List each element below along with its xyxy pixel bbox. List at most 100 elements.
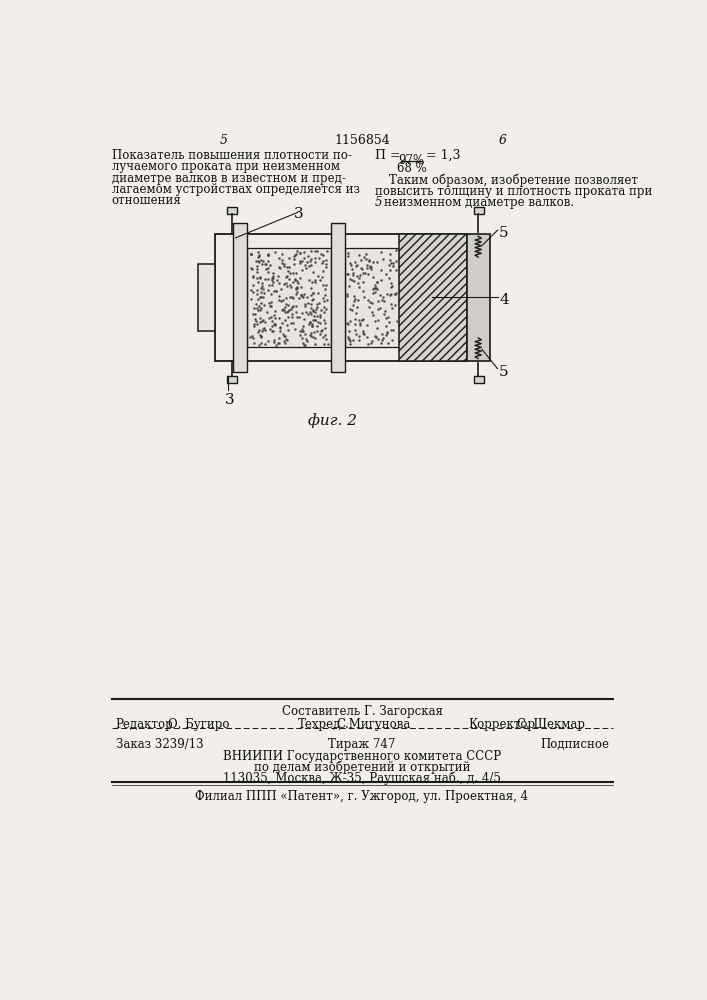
- Point: [308, 302, 319, 318]
- Point: [306, 274, 317, 290]
- Point: [358, 325, 369, 341]
- Point: [248, 306, 259, 322]
- Point: [375, 335, 387, 351]
- Point: [344, 278, 355, 294]
- Point: [265, 294, 276, 310]
- Point: [309, 250, 320, 266]
- Point: [322, 243, 333, 259]
- Point: [362, 266, 373, 282]
- Point: [259, 322, 271, 338]
- Point: [371, 274, 382, 290]
- Point: [246, 328, 257, 344]
- Point: [368, 280, 380, 296]
- Point: [280, 269, 291, 285]
- Point: [270, 337, 281, 353]
- Point: [341, 266, 353, 282]
- Point: [357, 323, 368, 339]
- Point: [253, 337, 264, 353]
- Point: [248, 318, 259, 334]
- Point: [291, 284, 302, 300]
- Point: [369, 313, 380, 329]
- Point: [381, 325, 392, 341]
- Point: [350, 258, 361, 274]
- Point: [290, 298, 301, 314]
- Point: [252, 258, 263, 274]
- Point: [305, 287, 317, 303]
- Text: Техред: Техред: [298, 718, 341, 731]
- Point: [385, 275, 396, 291]
- Point: [359, 265, 370, 281]
- Point: [261, 304, 272, 320]
- Point: [310, 312, 321, 328]
- Point: [377, 292, 388, 308]
- Point: [281, 317, 293, 333]
- Point: [294, 327, 305, 343]
- Point: [305, 300, 317, 316]
- Point: [300, 260, 312, 276]
- Point: [370, 328, 381, 344]
- Point: [304, 304, 315, 320]
- Point: [321, 256, 332, 272]
- Point: [354, 328, 365, 344]
- Point: [350, 291, 361, 307]
- Point: [258, 297, 269, 313]
- Point: [341, 288, 353, 304]
- Point: [254, 298, 265, 314]
- Point: [390, 286, 401, 302]
- Point: [386, 278, 397, 294]
- Point: [269, 244, 280, 260]
- Point: [374, 300, 385, 316]
- Point: [276, 302, 288, 318]
- Point: [352, 275, 363, 291]
- Point: [247, 330, 259, 346]
- Point: [245, 329, 256, 345]
- Point: [284, 289, 296, 305]
- Point: [303, 258, 315, 274]
- Point: [258, 320, 269, 336]
- Point: [281, 290, 292, 306]
- Point: [316, 322, 327, 338]
- Point: [291, 304, 302, 320]
- Point: [378, 289, 389, 305]
- Text: лагаемом устройствах определяется из: лагаемом устройствах определяется из: [112, 183, 360, 196]
- Point: [262, 246, 274, 262]
- Point: [320, 252, 332, 268]
- Point: [304, 314, 315, 330]
- Point: [312, 308, 323, 324]
- Point: [341, 286, 353, 302]
- Point: [343, 331, 354, 347]
- Point: [317, 263, 328, 279]
- Point: [361, 329, 373, 345]
- Point: [255, 302, 266, 318]
- Point: [378, 293, 390, 309]
- Point: [264, 257, 276, 273]
- Point: [356, 252, 367, 268]
- Text: лучаемого проката при неизменном: лучаемого проката при неизменном: [112, 160, 339, 173]
- Point: [306, 316, 317, 332]
- Point: [260, 256, 271, 272]
- Point: [288, 274, 299, 290]
- Text: по делам изобретений и открытий: по делам изобретений и открытий: [254, 761, 470, 774]
- Text: отношения: отношения: [112, 194, 182, 207]
- Point: [377, 251, 388, 267]
- Point: [312, 285, 323, 301]
- Point: [317, 277, 329, 293]
- Point: [312, 296, 323, 312]
- Point: [276, 315, 287, 331]
- Bar: [399, 234, 467, 361]
- Point: [387, 258, 399, 274]
- Text: Таким образом, изобретение позволяет: Таким образом, изобретение позволяет: [389, 174, 638, 187]
- Point: [277, 326, 288, 342]
- Text: 1156854: 1156854: [334, 134, 390, 147]
- Text: 5: 5: [499, 226, 509, 240]
- Point: [249, 311, 260, 327]
- Point: [371, 281, 382, 297]
- Point: [298, 289, 309, 305]
- Point: [283, 303, 294, 319]
- Point: [318, 293, 329, 309]
- Point: [268, 332, 279, 348]
- Point: [344, 271, 356, 287]
- Text: 5: 5: [375, 196, 382, 209]
- Point: [344, 331, 355, 347]
- Point: [313, 250, 325, 266]
